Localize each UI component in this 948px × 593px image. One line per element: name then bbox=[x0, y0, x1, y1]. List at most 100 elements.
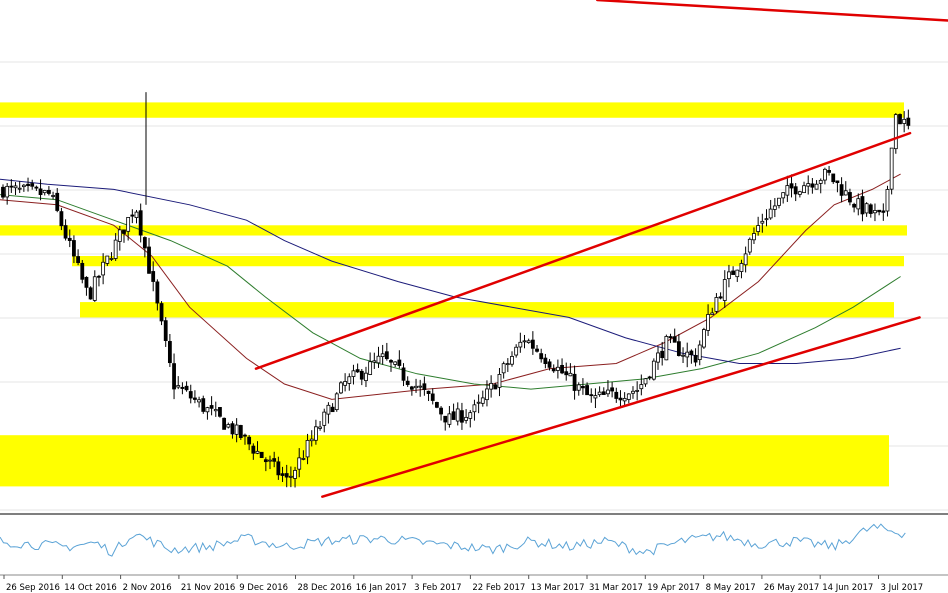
x-tick-label: 2 Nov 2016 bbox=[123, 583, 172, 593]
candle-body bbox=[852, 203, 857, 208]
candle-body bbox=[155, 281, 160, 304]
candle-body bbox=[568, 372, 573, 377]
candle-body bbox=[460, 410, 464, 423]
candlestick bbox=[877, 209, 882, 216]
candle-body bbox=[405, 380, 410, 385]
candle-body bbox=[597, 391, 602, 396]
candle-body bbox=[63, 225, 68, 239]
candlestick bbox=[101, 253, 106, 285]
candlestick bbox=[451, 403, 456, 420]
candle-body bbox=[238, 425, 243, 438]
candle-body bbox=[293, 469, 297, 479]
candlestick bbox=[501, 361, 506, 379]
candlestick bbox=[777, 197, 781, 209]
candlestick bbox=[676, 333, 681, 357]
candle-body bbox=[793, 186, 798, 195]
candle-body bbox=[639, 384, 644, 390]
candlestick bbox=[868, 203, 873, 218]
candlestick bbox=[797, 190, 802, 198]
candlestick bbox=[343, 373, 348, 392]
trendline-resistance bbox=[595, 0, 948, 22]
candle-body bbox=[843, 190, 848, 196]
candlestick bbox=[213, 401, 218, 417]
candlestick bbox=[535, 345, 539, 353]
x-tick-label: 16 Jan 2017 bbox=[356, 583, 407, 593]
candle-body bbox=[101, 261, 106, 276]
candlestick bbox=[902, 111, 907, 133]
candle-body bbox=[885, 189, 890, 212]
candle-body bbox=[138, 210, 143, 236]
candle-body bbox=[72, 240, 76, 257]
candle-body bbox=[735, 269, 740, 278]
candle-body bbox=[535, 348, 539, 352]
candle-body bbox=[727, 271, 731, 280]
candle-body bbox=[505, 363, 510, 366]
candle-body bbox=[822, 168, 827, 181]
candlestick bbox=[330, 403, 335, 413]
candle-body bbox=[276, 461, 281, 476]
candle-body bbox=[21, 184, 26, 188]
candlestick bbox=[409, 385, 414, 396]
candlestick bbox=[539, 348, 544, 363]
candle-body bbox=[468, 412, 473, 419]
candlestick bbox=[601, 387, 606, 395]
support-resistance-zone bbox=[80, 302, 894, 318]
candle-body bbox=[314, 426, 318, 441]
candle-body bbox=[17, 187, 22, 190]
candle-body bbox=[530, 339, 535, 349]
candle-body bbox=[255, 450, 260, 454]
candle-body bbox=[351, 370, 356, 377]
candlestick bbox=[263, 457, 268, 472]
candlestick bbox=[827, 165, 831, 176]
candle-body bbox=[668, 336, 673, 339]
candlestick bbox=[893, 113, 898, 154]
candle-body bbox=[284, 473, 289, 478]
candlestick bbox=[560, 358, 564, 375]
indicator-pane bbox=[0, 523, 906, 557]
candlestick bbox=[622, 392, 627, 406]
candle-body bbox=[105, 255, 110, 264]
candlestick bbox=[159, 301, 164, 326]
candlestick bbox=[193, 390, 197, 404]
candle-body bbox=[560, 364, 564, 374]
candlestick bbox=[581, 378, 585, 395]
candlestick bbox=[97, 274, 101, 287]
candle-body bbox=[693, 355, 698, 363]
candlestick bbox=[151, 261, 156, 292]
candlestick bbox=[5, 182, 10, 205]
candlestick bbox=[839, 177, 844, 203]
candle-body bbox=[656, 352, 660, 363]
candle-body bbox=[55, 192, 60, 211]
x-tick-label: 22 Feb 2017 bbox=[472, 583, 525, 593]
candlestick bbox=[689, 349, 694, 364]
candle-body bbox=[889, 147, 894, 190]
candlestick bbox=[480, 390, 485, 407]
candle-body bbox=[497, 374, 502, 388]
candlestick bbox=[760, 213, 765, 233]
candle-body bbox=[401, 367, 406, 381]
candlestick bbox=[551, 364, 556, 373]
candlestick bbox=[205, 406, 210, 420]
candle-body bbox=[743, 253, 748, 266]
candle-body bbox=[67, 237, 72, 241]
candlestick bbox=[209, 396, 214, 416]
candle-body bbox=[681, 354, 685, 357]
x-tick-label: 14 Jun 2017 bbox=[822, 583, 873, 593]
candlestick bbox=[510, 351, 514, 367]
candlestick bbox=[418, 379, 423, 397]
candlestick bbox=[764, 209, 769, 227]
candlestick bbox=[873, 203, 877, 222]
candle-body bbox=[814, 183, 819, 190]
candle-body bbox=[864, 203, 869, 214]
candle-body bbox=[326, 404, 331, 415]
candlestick bbox=[430, 388, 435, 405]
candle-body bbox=[689, 350, 694, 356]
candlestick bbox=[172, 353, 176, 400]
x-tick-label: 19 Apr 2017 bbox=[647, 583, 700, 593]
candlestick bbox=[618, 390, 623, 409]
candle-body bbox=[622, 398, 627, 402]
candle-body bbox=[142, 237, 147, 249]
candle-body bbox=[347, 376, 352, 384]
candle-body bbox=[222, 417, 227, 430]
